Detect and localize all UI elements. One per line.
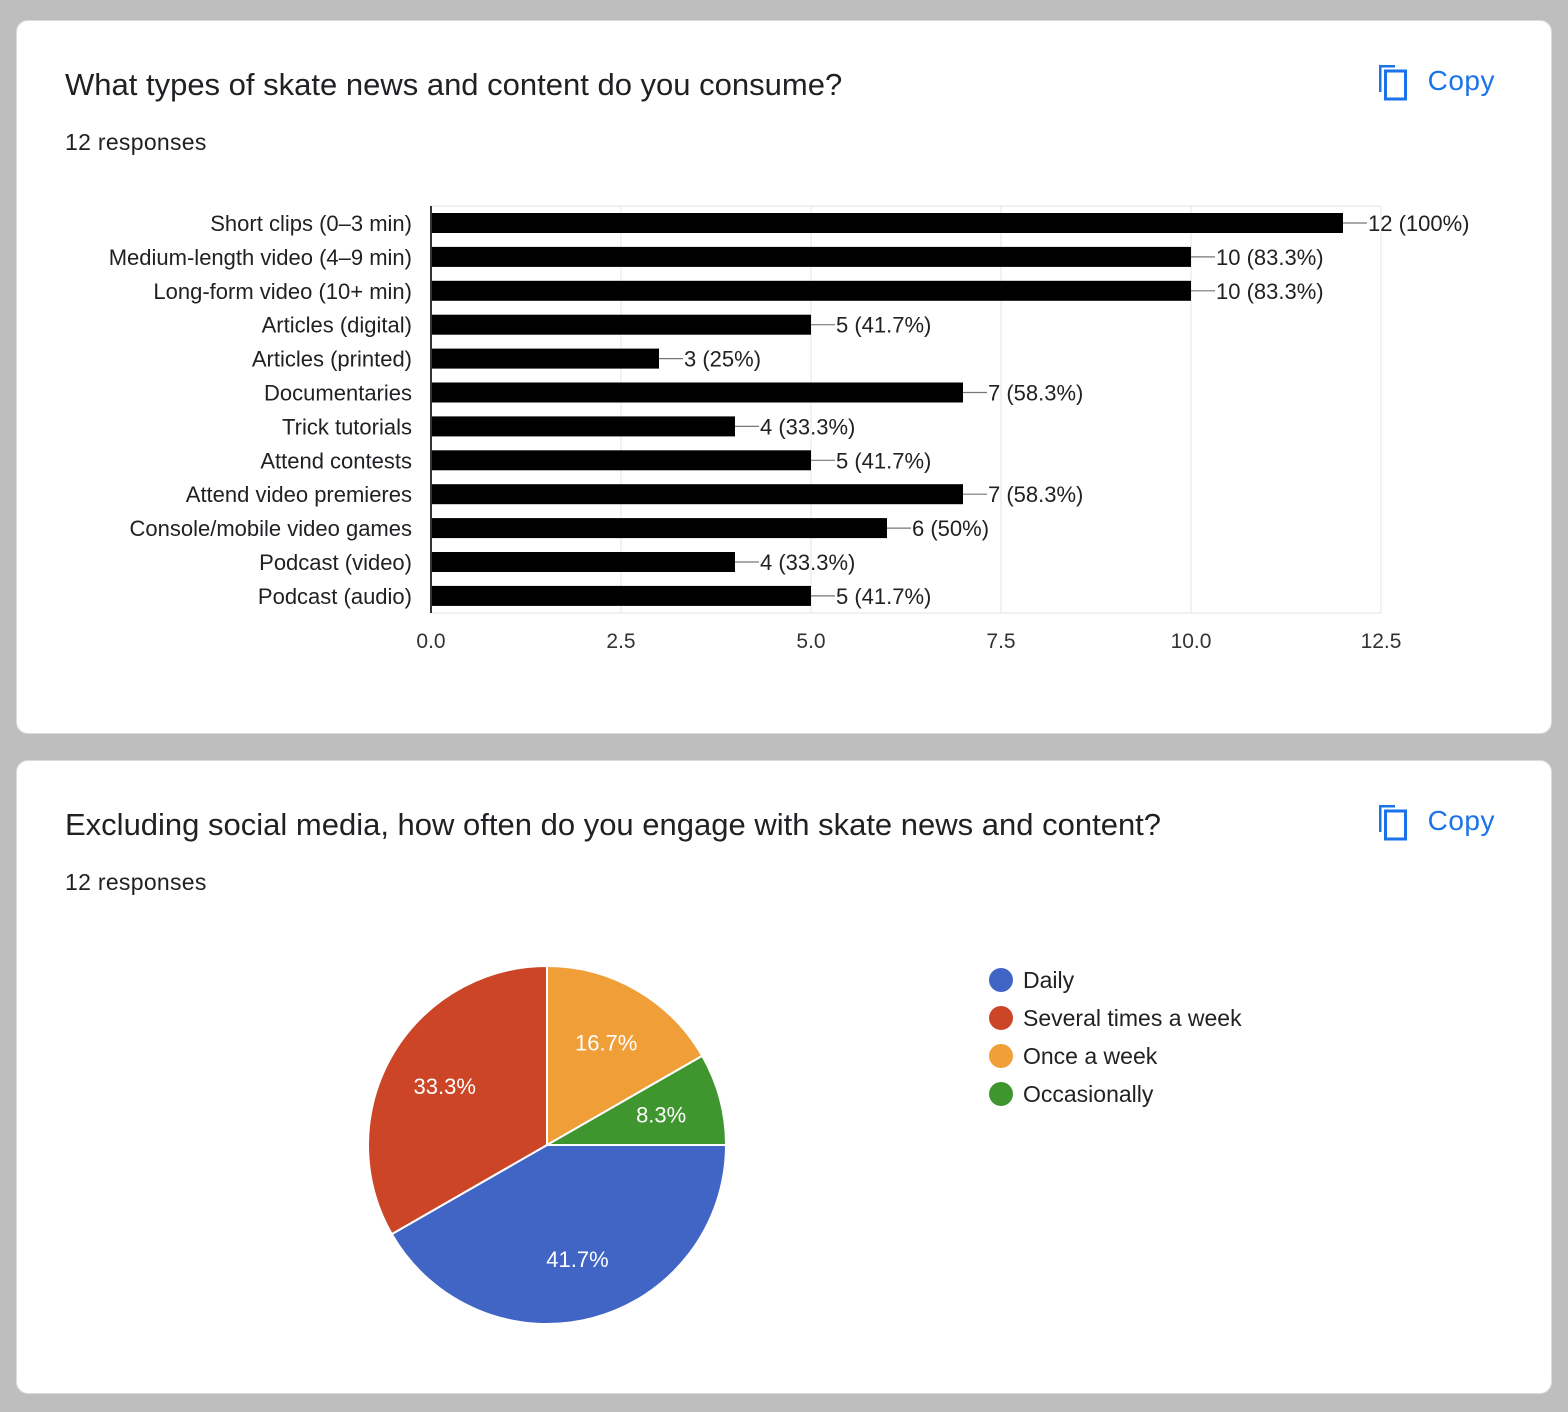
data-label: 4 (33.3%): [760, 414, 855, 439]
slice-label: 33.3%: [414, 1074, 476, 1099]
category-label: Attend video premieres: [186, 482, 412, 507]
question-card-content-types: What types of skate news and content do …: [16, 20, 1552, 734]
copy-label: Copy: [1427, 805, 1495, 836]
data-label: 12 (100%): [1368, 211, 1470, 236]
copy-chart-button[interactable]: Copy: [1372, 801, 1495, 841]
x-tick-label: 10.0: [1171, 630, 1212, 653]
bar: [431, 552, 735, 572]
category-label: Podcast (video): [259, 550, 412, 575]
bar: [431, 585, 811, 606]
question-card-frequency: Excluding social media, how often do you…: [16, 760, 1552, 1394]
bar: [431, 348, 659, 369]
bar: [431, 246, 1191, 267]
copy-icon: [1372, 61, 1408, 101]
slice-label: 8.3%: [636, 1103, 686, 1128]
data-label: 10 (83.3%): [1216, 279, 1324, 304]
x-tick-label: 0.0: [416, 630, 445, 653]
legend-swatch: [989, 1082, 1013, 1106]
bar: [431, 314, 811, 335]
category-label: Trick tutorials: [282, 414, 412, 439]
category-label: Long-form video (10+ min): [153, 279, 412, 304]
pie-slice: [390, 1144, 728, 1325]
legend-label: Daily: [1023, 966, 1075, 993]
category-label: Articles (printed): [252, 347, 412, 372]
category-label: Documentaries: [264, 381, 412, 406]
data-label: 5 (41.7%): [836, 584, 931, 609]
bar: [431, 213, 1343, 233]
bar-chart: 0.0 2.5 5.0 7.5 10.0 12.5 Short clips (0–3 mi…: [109, 205, 1470, 653]
copy-label: Copy: [1427, 65, 1495, 96]
legend-swatch: [989, 1006, 1013, 1030]
category-label: Short clips (0–3 min): [210, 211, 412, 236]
bar: [431, 450, 811, 471]
data-label: 6 (50%): [912, 516, 989, 541]
category-label: Console/mobile video games: [130, 516, 413, 541]
chart-legend: Daily Several times a week Once a week Occa…: [989, 961, 1242, 1113]
pie-chart: 41.7% 33.3% 16.7% 8.3%: [367, 964, 728, 1325]
x-tick-label: 2.5: [606, 630, 635, 653]
legend-item: Occasionally: [989, 1075, 1242, 1113]
legend-swatch: [989, 1044, 1013, 1068]
data-label: 7 (58.3%): [988, 482, 1083, 507]
bar: [431, 280, 1191, 301]
bar: [431, 518, 887, 539]
question-title: What types of skate news and content do …: [65, 67, 843, 102]
legend-item: Daily: [989, 961, 1242, 999]
legend-label: Occasionally: [1023, 1080, 1154, 1107]
category-label: Attend contests: [260, 448, 412, 473]
category-label: Podcast (audio): [258, 584, 412, 609]
data-label: 4 (33.3%): [760, 550, 855, 575]
data-label: 3 (25%): [684, 347, 761, 372]
x-tick-label: 7.5: [986, 630, 1015, 653]
response-count: 12 responses: [65, 869, 207, 895]
bar: [431, 484, 963, 505]
bar: [431, 382, 963, 403]
legend-item: Once a week: [989, 1037, 1242, 1075]
response-count: 12 responses: [65, 129, 207, 155]
x-tick-label: 5.0: [796, 630, 825, 653]
copy-chart-button[interactable]: Copy: [1372, 61, 1495, 101]
legend-item: Several times a week: [989, 999, 1242, 1037]
pie-slice: [546, 964, 704, 1147]
data-label: 7 (58.3%): [988, 381, 1083, 406]
pie-slice: [367, 964, 548, 1236]
x-tick-label: 12.5: [1361, 630, 1402, 653]
slice-label: 16.7%: [575, 1031, 637, 1056]
legend-swatch: [989, 968, 1013, 992]
legend-label: Several times a week: [1023, 1004, 1242, 1031]
category-label: Articles (digital): [262, 313, 412, 338]
category-label: Medium-length video (4–9 min): [109, 245, 412, 270]
pie-slice: [543, 1054, 728, 1146]
slice-label: 41.7%: [546, 1247, 608, 1272]
bar: [431, 416, 735, 437]
legend-label: Once a week: [1023, 1042, 1158, 1069]
data-label: 10 (83.3%): [1216, 245, 1324, 270]
question-title: Excluding social media, how often do you…: [65, 807, 1162, 842]
data-label: 5 (41.7%): [836, 313, 931, 338]
copy-icon: [1372, 801, 1408, 841]
data-label: 5 (41.7%): [836, 448, 931, 473]
